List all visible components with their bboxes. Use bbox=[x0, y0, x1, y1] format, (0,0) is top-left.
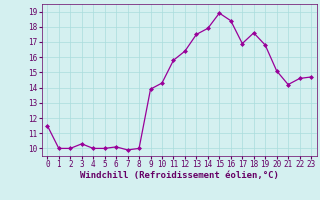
X-axis label: Windchill (Refroidissement éolien,°C): Windchill (Refroidissement éolien,°C) bbox=[80, 171, 279, 180]
